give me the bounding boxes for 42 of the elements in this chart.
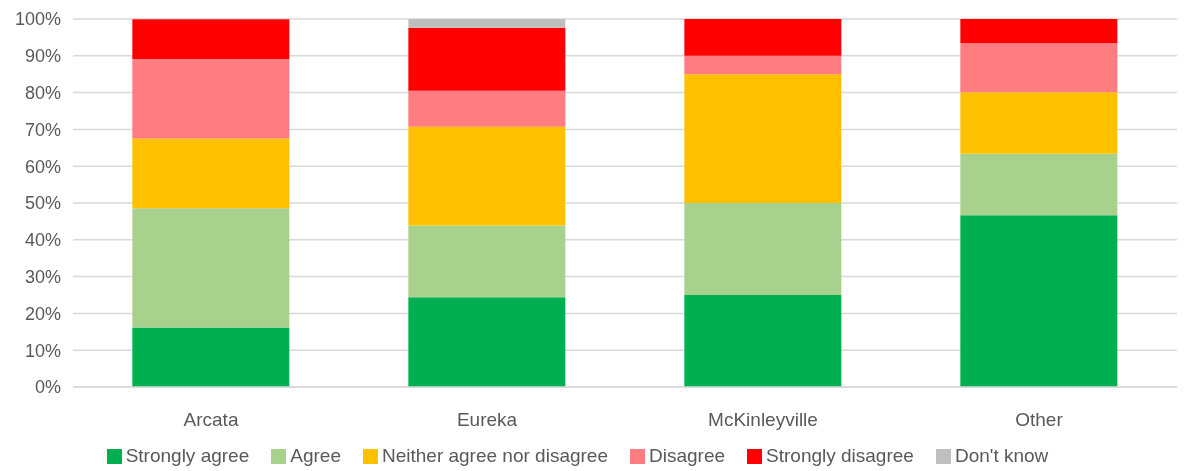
y-tick-label: 20% <box>24 303 61 324</box>
bar <box>408 27 566 91</box>
x-tick-label: Arcata <box>183 409 239 431</box>
legend-label: Strongly disagree <box>766 445 914 466</box>
bar <box>684 19 842 56</box>
bar <box>684 55 842 75</box>
legend-label: Agree <box>290 445 341 466</box>
bar <box>960 43 1118 93</box>
bar <box>132 208 290 328</box>
bar <box>960 153 1118 216</box>
y-tick-label: 50% <box>24 193 61 214</box>
bar <box>132 59 290 139</box>
bar <box>408 225 566 298</box>
bar <box>960 215 1118 387</box>
bar <box>408 297 566 387</box>
x-tick-label: Other <box>1015 409 1064 431</box>
legend-label: Disagree <box>648 445 726 466</box>
legend-label: Don't know <box>954 445 1049 466</box>
y-tick-label: 100% <box>14 9 61 30</box>
x-tick-label: Eureka <box>456 409 518 431</box>
y-tick-label: 40% <box>24 230 61 251</box>
bar <box>132 327 290 387</box>
y-tick-label: 10% <box>24 340 61 361</box>
y-tick-label: 30% <box>24 266 61 287</box>
bar <box>684 203 842 295</box>
x-tick-label: McKinleyville <box>708 409 818 431</box>
y-tick-label: 60% <box>24 156 61 177</box>
legend-label: Strongly agree <box>125 445 250 466</box>
y-tick-label: 0% <box>34 377 61 398</box>
bar <box>408 126 566 226</box>
bar <box>684 74 842 203</box>
bar <box>408 19 566 28</box>
y-tick-label: 80% <box>24 82 61 103</box>
bar <box>408 90 566 127</box>
bar <box>960 92 1118 154</box>
bar <box>960 19 1118 44</box>
y-tick-label: 70% <box>24 119 61 140</box>
legend-label: Neither agree nor disagree <box>381 445 608 466</box>
bar <box>132 138 290 209</box>
y-tick-label: 90% <box>24 46 61 67</box>
bar <box>684 295 842 387</box>
bar <box>132 19 290 60</box>
